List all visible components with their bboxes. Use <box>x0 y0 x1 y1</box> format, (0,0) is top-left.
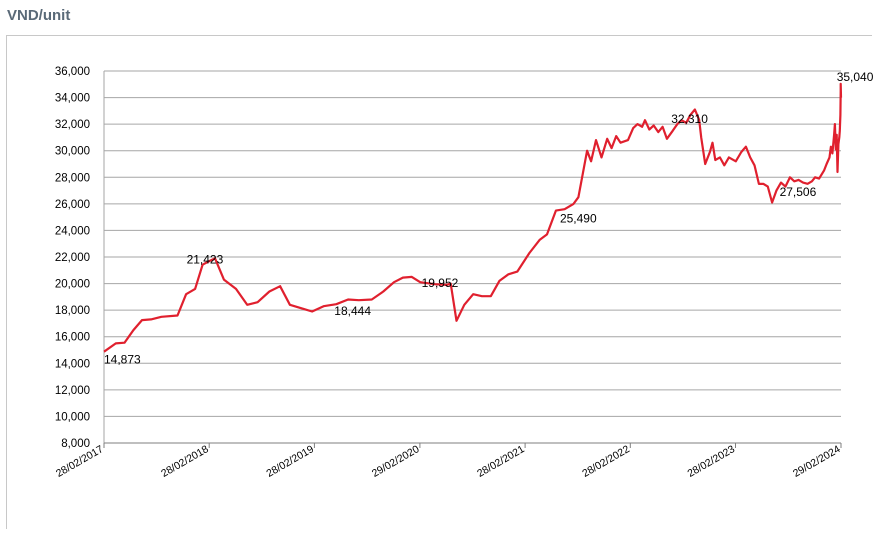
data-labels: 14,873 21,423 18,444 19,952 25,490 32,310 27,5… <box>104 70 874 367</box>
y-tick-label: 26,000 <box>55 199 90 211</box>
x-tick-label: 28/02/2021 <box>475 443 527 480</box>
data-label: 25,490 <box>560 212 597 226</box>
data-label: 27,506 <box>780 185 817 199</box>
x-tick-label: 28/02/2019 <box>264 443 316 480</box>
y-tick-label: 32,000 <box>55 119 90 131</box>
y-tick-label: 10,000 <box>55 411 90 423</box>
x-tick-label: 29/02/2024 <box>791 443 843 480</box>
y-tick-label: 18,000 <box>55 305 90 317</box>
series-line <box>103 82 843 353</box>
x-tick-label: 28/02/2018 <box>159 443 211 480</box>
gridlines <box>103 70 841 444</box>
y-tick-label: 34,000 <box>55 93 90 105</box>
x-axis-tick-labels: 28/02/2017 28/02/2018 28/02/2019 29/02/2020… <box>54 443 843 480</box>
x-tick-label: 28/02/2022 <box>580 443 632 480</box>
y-tick-label: 28,000 <box>55 172 90 184</box>
y-tick-label: 14,000 <box>55 358 90 370</box>
data-label: 19,952 <box>422 276 459 290</box>
data-label: 18,444 <box>334 304 371 318</box>
y-tick-label: 20,000 <box>55 279 90 291</box>
y-tick-label: 30,000 <box>55 146 90 158</box>
data-label: 32,310 <box>671 112 708 126</box>
y-tick-label: 24,000 <box>55 225 90 237</box>
y-tick-label: 36,000 <box>55 66 90 78</box>
y-tick-label: 12,000 <box>55 385 90 397</box>
unit-label: VND/unit <box>7 7 71 24</box>
data-label: 35,040 <box>837 70 874 84</box>
series-lines <box>103 82 843 353</box>
y-axis-tick-labels: 8,000 10,000 12,000 14,000 16,000 18,000 20,00… <box>55 66 90 450</box>
data-label: 14,873 <box>104 353 141 367</box>
x-tick-label: 29/02/2020 <box>370 443 422 480</box>
y-tick-label: 22,000 <box>55 252 90 264</box>
x-axis-ticks <box>103 443 842 448</box>
data-label: 21,423 <box>187 253 224 267</box>
y-tick-label: 16,000 <box>55 332 90 344</box>
chart-frame <box>6 35 872 529</box>
y-tick-label: 8,000 <box>61 438 90 450</box>
x-tick-label: 28/02/2023 <box>685 443 737 480</box>
